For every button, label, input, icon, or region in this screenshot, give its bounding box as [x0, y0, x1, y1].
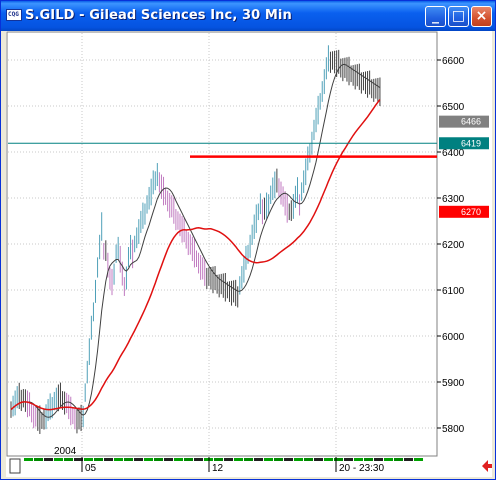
app-icon[interactable]: CQG	[6, 9, 22, 21]
session-bar	[44, 458, 53, 461]
price-tick-label: 6000	[442, 332, 465, 343]
price-tick-label: 6400	[442, 148, 465, 159]
maximize-button[interactable]: □	[448, 6, 469, 27]
session-bar	[414, 458, 423, 461]
chart-area[interactable]: 6600 6500 6400 6300 6200 6100 6000 5900 5800 6466…	[6, 31, 492, 477]
session-bar	[64, 458, 73, 461]
year-label: 2004	[54, 446, 77, 457]
session-bar	[34, 458, 43, 461]
ma-value-badge-label: 6270	[461, 207, 481, 217]
ma-slow-line	[10, 99, 381, 411]
session-bar	[104, 458, 113, 461]
session-bar	[354, 458, 363, 461]
session-bar	[234, 458, 243, 461]
close-icon: ×	[475, 8, 488, 24]
session-bar	[74, 458, 83, 461]
date-tick-label: 20 - 23:30	[339, 463, 384, 474]
session-bar	[144, 458, 153, 461]
minimize-icon: _	[432, 8, 439, 24]
session-bar	[124, 458, 133, 461]
price-chart[interactable]: 6600 6500 6400 6300 6200 6100 6000 5900 5800 6466…	[6, 31, 492, 477]
session-bar	[394, 458, 403, 461]
session-bar	[154, 458, 163, 461]
date-tick-label: 05	[85, 463, 97, 474]
session-bar	[244, 458, 253, 461]
session-bar	[384, 458, 393, 461]
session-bar	[134, 458, 143, 461]
session-bar	[174, 458, 183, 461]
price-tick-label: 6500	[442, 102, 465, 113]
price-tick-label: 5900	[442, 378, 465, 389]
price-tick-label: 6200	[442, 240, 465, 251]
session-bar	[224, 458, 233, 461]
last-price-badge-label: 6466	[461, 117, 481, 127]
session-bar	[114, 458, 123, 461]
session-bar	[324, 458, 333, 461]
session-bar	[194, 458, 203, 461]
session-bar	[334, 458, 343, 461]
session-bar	[344, 458, 353, 461]
session-bar	[254, 458, 263, 461]
session-bar	[264, 458, 273, 461]
session-bar	[84, 458, 93, 461]
ma-fast-line	[10, 63, 381, 418]
session-bar	[54, 458, 63, 461]
price-tick-label: 6100	[442, 286, 465, 297]
session-bar	[274, 458, 283, 461]
session-bar	[94, 458, 103, 461]
session-bar	[404, 458, 413, 461]
scroll-left-arrow-icon	[482, 460, 492, 472]
session-bar	[374, 458, 383, 461]
price-tick-label: 6600	[442, 56, 465, 67]
title-bar[interactable]: CQG S.GILD - Gilead Sciences Inc, 30 Min…	[1, 1, 495, 31]
close-button[interactable]: ×	[471, 6, 492, 27]
session-bar	[314, 458, 323, 461]
maximize-icon: □	[451, 8, 466, 24]
level-badge	[439, 137, 489, 150]
price-tick-label: 6300	[442, 194, 465, 205]
session-bar	[24, 458, 33, 461]
session-bar	[364, 458, 373, 461]
session-bar	[214, 458, 223, 461]
scroll-handle	[9, 458, 21, 474]
date-tick-label: 12	[212, 463, 224, 474]
session-bar	[284, 458, 293, 461]
session-bar	[294, 458, 303, 461]
app-icon-text: CQG	[8, 11, 19, 18]
price-tick-label: 5800	[442, 424, 465, 435]
session-bar	[164, 458, 173, 461]
session-bar	[304, 458, 313, 461]
session-bar	[184, 458, 193, 461]
date-axis	[7, 457, 491, 476]
ma-value-badge	[439, 205, 489, 218]
level-badge-label: 6419	[461, 138, 481, 148]
last-price-badge	[439, 115, 489, 128]
minimize-button[interactable]: _	[425, 6, 446, 27]
window-title: S.GILD - Gilead Sciences Inc, 30 Min	[25, 8, 292, 23]
